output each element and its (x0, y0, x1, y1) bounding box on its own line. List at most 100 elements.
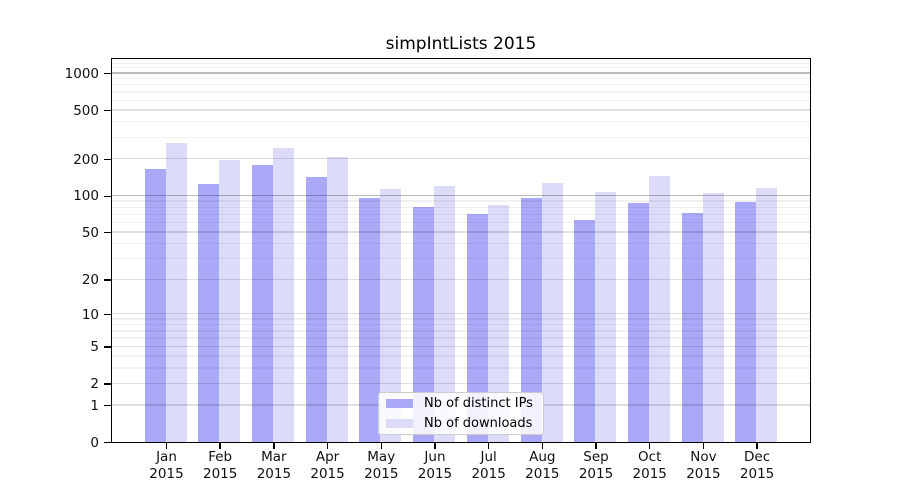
y-tick-mark-50 (104, 232, 111, 234)
bar-distinct-ips-dec (735, 202, 757, 442)
y-tick-mark-500 (104, 110, 111, 112)
y-tick-label-200: 200 (73, 151, 99, 168)
bar-downloads-sep (595, 191, 617, 442)
bar-distinct-ips-aug (520, 198, 542, 442)
x-tick-month-sep: Sep (583, 449, 609, 465)
legend-item-distinct-ips: Nb of distinct IPs (386, 394, 543, 413)
x-tick-year-may: 2015 (364, 466, 399, 482)
x-tick-year-nov: 2015 (686, 466, 721, 482)
bar-distinct-ips-feb (198, 184, 220, 442)
x-tick-month-dec: Dec (744, 449, 771, 465)
x-tick-label-sep: Sep 2015 (568, 449, 624, 483)
x-tick-month-apr: Apr (315, 449, 340, 465)
x-tick-label-mar: Mar 2015 (246, 449, 302, 483)
x-tick-year-dec: 2015 (739, 466, 775, 482)
gridline-9 (112, 318, 810, 320)
bar-downloads-may (380, 189, 402, 442)
bar-downloads-jul (487, 204, 509, 442)
x-tick-year-apr: 2015 (310, 466, 345, 482)
x-tick-month-may: May (367, 449, 396, 465)
bar-downloads-oct (648, 176, 670, 442)
bar-distinct-ips-jul (466, 213, 488, 442)
y-tick-mark-1000 (104, 73, 111, 75)
x-tick-year-sep: 2015 (578, 466, 614, 482)
gridline-700 (112, 91, 810, 93)
y-tick-label-5: 5 (90, 339, 99, 356)
bar-downloads-apr (326, 157, 348, 442)
x-tick-mark-sep (595, 443, 597, 449)
gridline-1000 (112, 72, 810, 74)
gridline-6 (112, 337, 810, 339)
x-tick-label-apr: Apr 2015 (300, 449, 356, 483)
y-tick-label-2: 2 (90, 376, 99, 393)
x-tick-mark-jan (165, 443, 168, 449)
x-tick-year-jun: 2015 (417, 466, 453, 482)
gridline-900 (112, 77, 810, 80)
x-tick-year-feb: 2015 (202, 466, 238, 482)
gridline-800 (112, 84, 810, 86)
plot-area (111, 58, 811, 443)
gridline-1200 (112, 62, 810, 64)
y-tick-label-1: 1 (90, 397, 99, 414)
x-tick-mark-may (380, 443, 382, 449)
x-tick-mark-jun (434, 443, 436, 449)
x-tick-month-jan: Jan (156, 449, 177, 465)
gridline-90 (112, 200, 810, 202)
gridline-300 (112, 136, 810, 138)
y-tick-mark-100 (104, 195, 111, 197)
x-tick-mark-dec (756, 443, 758, 449)
gridline-70 (112, 213, 810, 215)
x-tick-month-feb: Feb (208, 449, 233, 465)
gridline-100 (112, 194, 810, 197)
bar-downloads-aug (541, 183, 563, 442)
x-tick-year-jan: 2015 (149, 466, 184, 482)
x-tick-year-oct: 2015 (632, 466, 667, 482)
x-tick-label-nov: Nov 2015 (675, 449, 731, 483)
gridline-10 (112, 313, 810, 315)
y-tick-label-1000: 1000 (64, 65, 99, 82)
bar-downloads-jun (434, 185, 456, 442)
bar-downloads-feb (219, 159, 241, 442)
bar-distinct-ips-may (359, 197, 381, 442)
x-tick-month-nov: Nov (690, 449, 717, 465)
y-tick-label-10: 10 (81, 306, 99, 323)
y-tick-mark-2 (104, 383, 111, 385)
x-tick-year-aug: 2015 (525, 466, 560, 482)
legend-swatch-distinct-ips (386, 399, 413, 409)
gridline-500 (112, 109, 810, 111)
x-tick-mark-nov (702, 443, 705, 449)
bar-distinct-ips-jan (144, 168, 166, 442)
y-tick-mark-20 (104, 279, 111, 281)
x-tick-month-jun: Jun (424, 449, 446, 465)
bar-distinct-ips-apr (305, 176, 327, 442)
bar-distinct-ips-jun (413, 207, 435, 442)
x-tick-mark-jul (487, 443, 490, 449)
x-tick-mark-apr (326, 443, 329, 449)
gridline-600 (112, 99, 810, 101)
legend: Nb of distinct IPs Nb of downloads (378, 392, 544, 435)
gridline-1100 (112, 67, 810, 69)
gridline-7 (112, 330, 810, 332)
legend-label-downloads: Nb of downloads (424, 415, 533, 431)
x-tick-month-aug: Aug (529, 449, 556, 465)
bar-downloads-mar (273, 148, 295, 442)
chart-title: simpIntLists 2015 (385, 34, 537, 54)
bar-downloads-nov (702, 193, 724, 442)
gridline-3 (112, 367, 810, 369)
y-tick-mark-1 (104, 405, 111, 407)
gridline-5 (112, 345, 810, 347)
y-tick-label-20: 20 (81, 272, 99, 289)
x-tick-month-jul: Jul (480, 449, 497, 465)
x-tick-label-jun: Jun 2015 (407, 449, 463, 483)
gridline-4 (112, 355, 810, 357)
x-tick-month-mar: Mar (261, 449, 287, 465)
gridline-2 (112, 382, 810, 384)
x-tick-label-oct: Oct 2015 (622, 449, 678, 483)
y-tick-label-100: 100 (73, 188, 99, 205)
x-tick-label-feb: Feb 2015 (192, 449, 248, 483)
x-tick-month-oct: Oct (638, 449, 662, 465)
x-tick-label-aug: Aug 2015 (514, 449, 570, 483)
bar-distinct-ips-sep (574, 219, 596, 442)
bar-downloads-dec (756, 188, 778, 442)
y-tick-mark-0 (104, 442, 111, 444)
